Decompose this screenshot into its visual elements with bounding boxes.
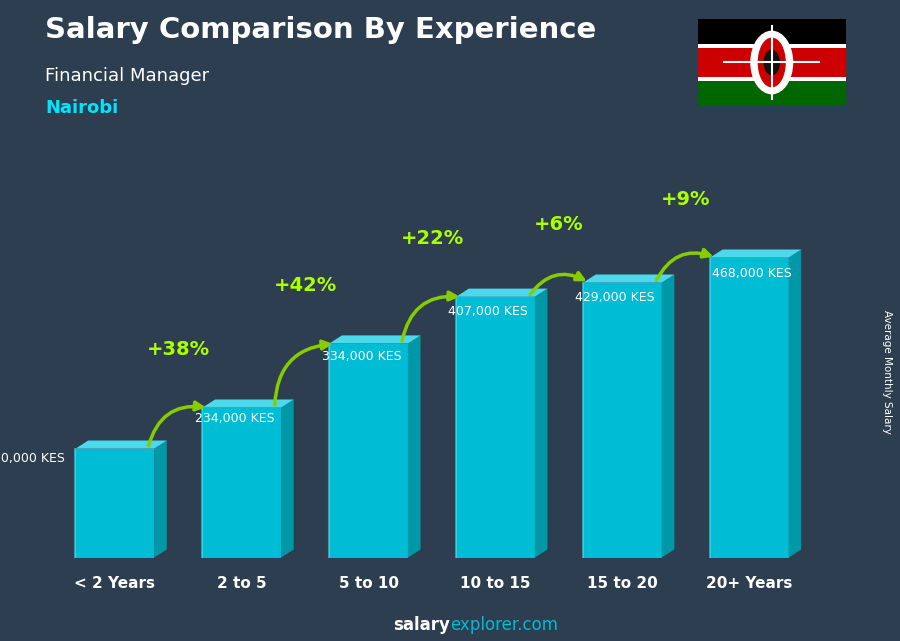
Polygon shape — [710, 249, 801, 258]
Text: +6%: +6% — [534, 215, 584, 235]
Polygon shape — [154, 440, 166, 558]
FancyArrowPatch shape — [274, 341, 328, 405]
Text: 170,000 KES: 170,000 KES — [0, 452, 66, 465]
Polygon shape — [583, 274, 674, 283]
Polygon shape — [535, 288, 547, 558]
Polygon shape — [788, 249, 801, 558]
Polygon shape — [281, 399, 293, 558]
FancyArrowPatch shape — [402, 292, 455, 341]
Bar — [202, 408, 281, 558]
Text: explorer.com: explorer.com — [450, 616, 558, 634]
Text: Nairobi: Nairobi — [45, 99, 118, 117]
Polygon shape — [76, 440, 166, 449]
Text: Financial Manager: Financial Manager — [45, 67, 209, 85]
Text: +38%: +38% — [147, 340, 210, 360]
FancyArrowPatch shape — [148, 402, 202, 446]
Bar — [583, 283, 662, 558]
Polygon shape — [456, 288, 547, 297]
Text: +22%: +22% — [400, 229, 464, 249]
Text: +9%: +9% — [661, 190, 710, 210]
Text: 468,000 KES: 468,000 KES — [713, 267, 792, 279]
Polygon shape — [202, 399, 293, 408]
Text: 334,000 KES: 334,000 KES — [321, 350, 401, 363]
Bar — [329, 344, 408, 558]
Polygon shape — [662, 274, 674, 558]
Bar — [456, 297, 535, 558]
Text: +42%: +42% — [274, 276, 337, 296]
Bar — [710, 258, 788, 558]
Bar — [698, 81, 846, 106]
Polygon shape — [408, 335, 420, 558]
Text: 234,000 KES: 234,000 KES — [194, 412, 274, 425]
Text: 407,000 KES: 407,000 KES — [448, 304, 528, 317]
Text: 429,000 KES: 429,000 KES — [575, 291, 655, 304]
FancyArrowPatch shape — [657, 249, 710, 280]
Bar — [698, 19, 846, 44]
Text: Salary Comparison By Experience: Salary Comparison By Experience — [45, 16, 596, 44]
Text: salary: salary — [393, 616, 450, 634]
Text: Average Monthly Salary: Average Monthly Salary — [881, 310, 892, 434]
Bar — [698, 44, 846, 48]
Bar — [698, 77, 846, 81]
Bar — [76, 449, 154, 558]
Ellipse shape — [759, 38, 785, 87]
Ellipse shape — [764, 51, 779, 74]
Polygon shape — [329, 335, 420, 344]
Ellipse shape — [751, 31, 793, 94]
Bar — [698, 48, 846, 77]
FancyArrowPatch shape — [530, 272, 583, 294]
